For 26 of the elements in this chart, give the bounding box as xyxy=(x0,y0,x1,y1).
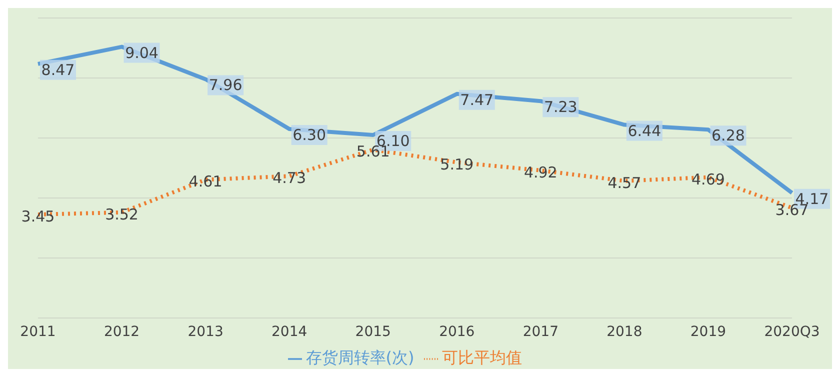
data-label: 4.57 xyxy=(608,174,642,192)
x-tick-label: 2018 xyxy=(606,324,642,340)
data-label: 6.44 xyxy=(628,122,662,140)
data-label: 5.19 xyxy=(440,155,474,174)
data-label: 9.04 xyxy=(125,44,158,62)
x-tick-label: 2016 xyxy=(439,324,475,340)
x-tick-label: 2019 xyxy=(690,324,726,340)
data-label: 6.28 xyxy=(712,126,745,145)
data-label: 4.73 xyxy=(272,169,306,188)
data-label: 7.23 xyxy=(544,98,578,116)
data-label: 4.92 xyxy=(524,163,558,182)
data-label: 8.47 xyxy=(41,60,75,79)
data-label: 6.30 xyxy=(292,126,326,144)
x-tick-label: 2014 xyxy=(272,324,308,340)
x-tick-label: 2015 xyxy=(355,324,391,340)
data-label: 3.45 xyxy=(21,208,55,226)
x-tick-label: 2013 xyxy=(188,324,224,340)
legend-label: 可比平均值 xyxy=(442,348,522,367)
x-tick-label: 2020Q3 xyxy=(764,324,820,340)
x-tick-label: 2017 xyxy=(522,324,558,340)
data-label: 3.52 xyxy=(105,205,138,224)
data-label: 7.47 xyxy=(460,90,494,109)
x-tick-label: 2012 xyxy=(104,324,140,340)
x-tick-label: 2011 xyxy=(20,324,56,340)
legend-label: 存货周转率(次) xyxy=(306,348,414,367)
data-label: 7.96 xyxy=(208,76,242,94)
